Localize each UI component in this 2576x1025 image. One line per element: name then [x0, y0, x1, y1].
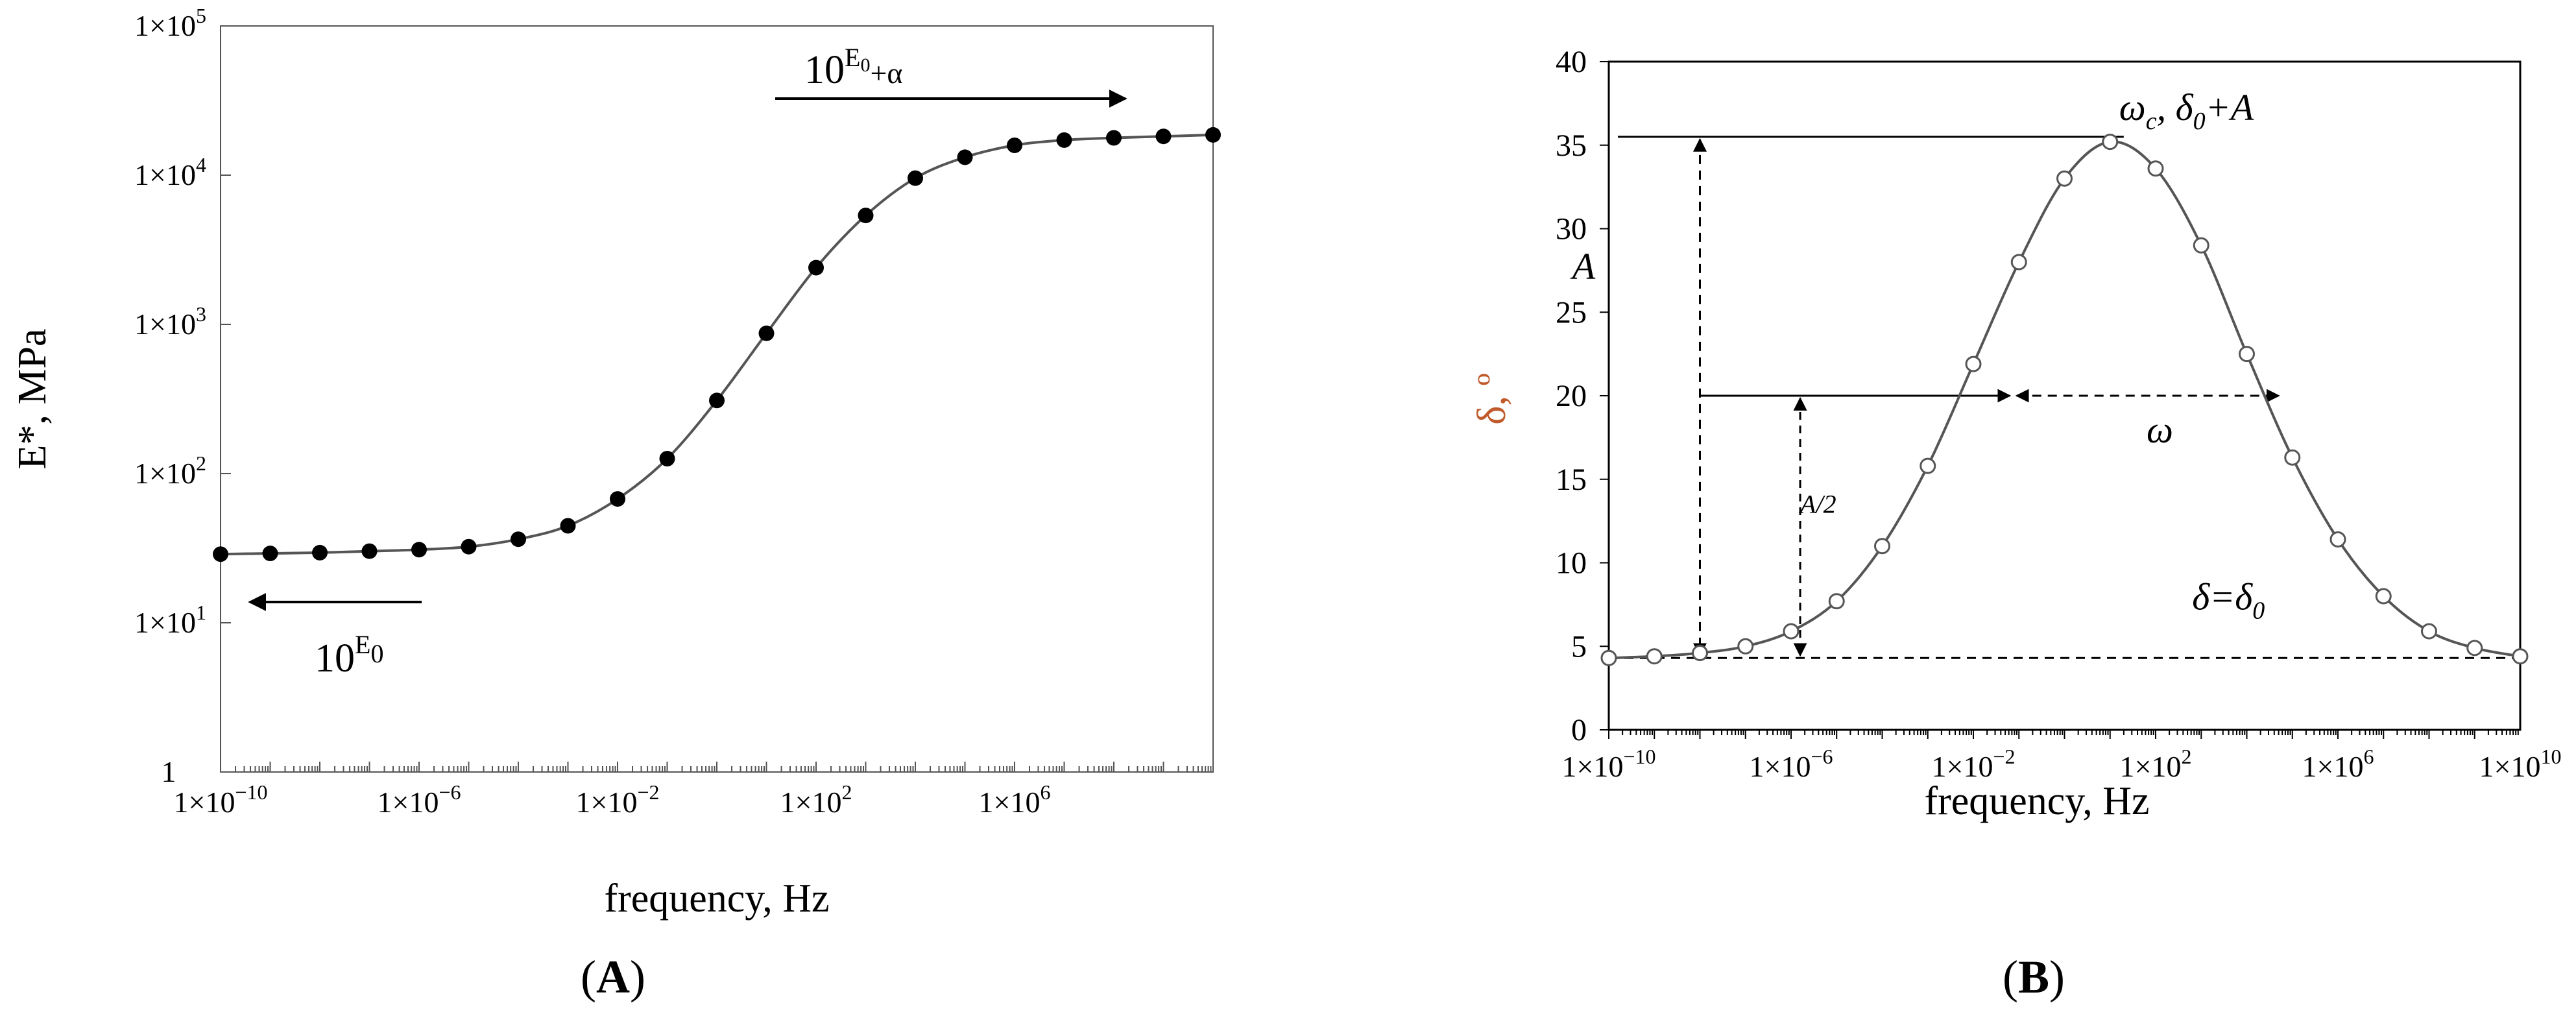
data-point — [2512, 648, 2529, 665]
data-point — [709, 392, 725, 409]
data-point — [560, 518, 576, 534]
y-tick-label: 25 — [1556, 295, 1587, 330]
y-ticks-a: 1 1×101 1×102 1×103 1×104 1×105 — [134, 4, 231, 788]
data-point — [610, 491, 625, 507]
data-point — [957, 149, 973, 165]
y-tick-label: 1×102 — [134, 452, 206, 490]
annotation-b-0: ωc, δ0+A — [2119, 86, 2254, 135]
data-point — [411, 542, 427, 558]
data-point — [1155, 128, 1172, 145]
x-tick-label: 1×102 — [780, 780, 852, 819]
data-point — [361, 543, 378, 559]
data-point — [1056, 132, 1072, 148]
annotation-b-3: ω — [2147, 409, 2173, 451]
data-point — [659, 451, 675, 466]
y-tick-label: 10 — [1556, 546, 1587, 581]
data-point — [1783, 623, 1800, 640]
x-tick-label: 1×10−6 — [1750, 745, 1833, 783]
panel-label-b: (B) — [2003, 951, 2065, 1003]
annotation-b-4: δ=δ0 — [2192, 576, 2265, 625]
x-tick-label: 1×10−10 — [174, 780, 268, 819]
fit-curve-b — [1608, 140, 2521, 660]
x-tick-label: 1×10−6 — [378, 780, 461, 819]
data-point — [2056, 170, 2073, 187]
data-point — [312, 544, 328, 561]
data-point — [1874, 538, 1890, 555]
data-point — [808, 259, 824, 276]
annotation-b-1: A — [1570, 245, 1596, 287]
panel-label-a: (A) — [581, 951, 645, 1003]
x-ticks-b: 1×10−10 1×10−6 1×10−2 1×102 1×106 1×1010 — [1562, 730, 2562, 783]
data-point — [262, 546, 278, 562]
y-axis-label-b: δ, º — [1470, 373, 1514, 424]
data-point — [2466, 640, 2483, 657]
data-point — [511, 531, 526, 548]
y-tick-label: 1×101 — [134, 601, 206, 639]
data-point — [461, 538, 477, 555]
annotation-b-2: A/2 — [1798, 489, 1836, 518]
data-point — [213, 546, 228, 562]
data-point — [2239, 346, 2255, 363]
y-tick-label: 1 — [162, 755, 176, 788]
x-axis-label-b: frequency, Hz — [1924, 779, 2149, 823]
data-point — [2284, 449, 2301, 466]
x-tick-label: 1×1010 — [2479, 745, 2562, 783]
data-point — [2147, 160, 2164, 177]
y-tick-label: 1×104 — [134, 153, 206, 191]
y-tick-label: 20 — [1556, 379, 1587, 413]
y-tick-label: 15 — [1556, 463, 1587, 497]
data-point — [2421, 623, 2437, 640]
data-point — [2329, 531, 2346, 548]
y-tick-label: 5 — [1571, 629, 1587, 664]
data-point — [1965, 356, 1982, 372]
data-point — [908, 170, 923, 186]
annotation-e0: 10E0 — [315, 630, 383, 681]
annotations-b: ωc, δ0+A A A/2 ω δ=δ0 — [1570, 86, 2265, 624]
y-tick-label: 30 — [1556, 212, 1587, 247]
data-point — [1007, 138, 1022, 153]
x-tick-label: 1×102 — [2120, 745, 2192, 783]
x-tick-label: 1×10−10 — [1562, 745, 1656, 783]
data-point — [1106, 130, 1122, 146]
chart-panel-b: 1×10−10 1×10−6 1×10−2 1×102 1×106 1×1010 0 5 10… — [1470, 45, 2561, 1003]
chart-panel-a: 1×10−10 1×10−6 1×10−2 1×102 1×106 1 1×101 1×10… — [10, 4, 1221, 1003]
x-tick-label: 1×10−2 — [576, 780, 660, 819]
x-axis-label-a: frequency, Hz — [604, 876, 829, 921]
data-points-b — [1600, 134, 2529, 666]
data-point — [1920, 457, 1936, 474]
y-ticks-b: 0 5 10 15 20 25 30 35 40 — [1556, 45, 1609, 747]
y-tick-label: 0 — [1571, 713, 1587, 747]
data-point — [2102, 134, 2119, 151]
x-tick-label: 1×10−2 — [1932, 745, 2016, 783]
data-points-a — [213, 127, 1221, 562]
y-tick-label: 35 — [1556, 128, 1587, 163]
guide-lines-b — [1609, 136, 2520, 659]
data-point — [1205, 127, 1221, 143]
data-point — [1828, 593, 1845, 610]
data-point — [1737, 638, 1754, 655]
fit-curve-a — [220, 133, 1214, 556]
data-point — [2193, 237, 2209, 254]
data-point — [2375, 588, 2392, 605]
data-point — [1692, 645, 1708, 662]
data-point — [1646, 648, 1663, 665]
y-axis-label-a: E*, MPa — [10, 329, 54, 470]
y-tick-label: 1×103 — [134, 302, 206, 341]
y-tick-label: 40 — [1556, 45, 1587, 79]
x-tick-label: 1×106 — [979, 780, 1051, 819]
data-point — [758, 325, 775, 341]
data-point — [858, 208, 874, 224]
data-point — [1600, 649, 1617, 666]
x-tick-label: 1×106 — [2302, 745, 2374, 783]
data-point — [2010, 254, 2027, 271]
annotation-e0-alpha: 10E0+α — [804, 43, 902, 92]
x-ticks-a: 1×10−10 1×10−6 1×10−2 1×102 1×106 — [174, 762, 1212, 819]
y-tick-label: 1×105 — [134, 4, 206, 42]
